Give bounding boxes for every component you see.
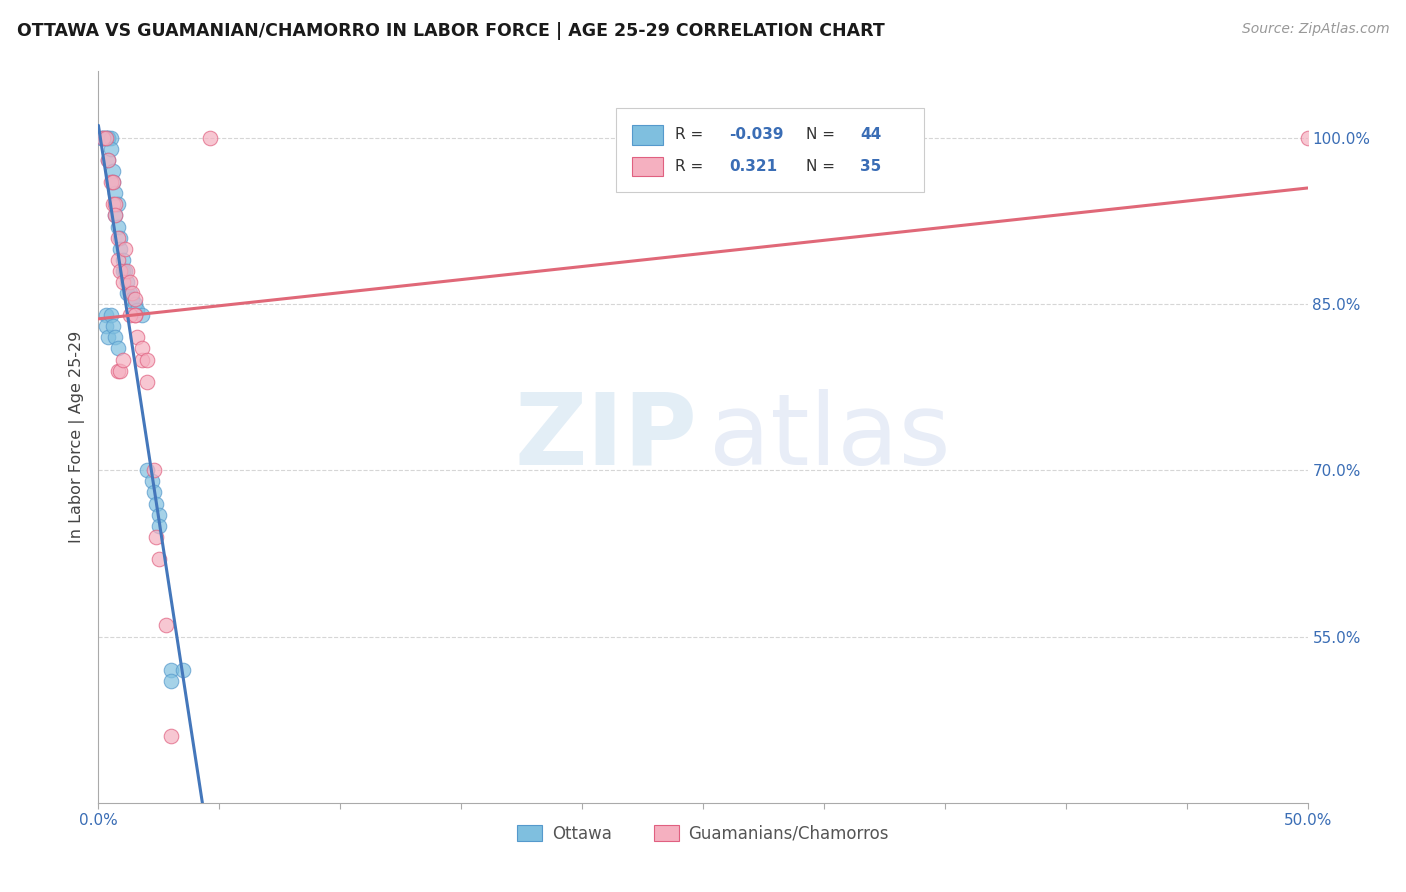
Point [104, 209, 127, 223]
Point [131, 308, 153, 322]
Point [117, 264, 139, 278]
Point [131, 352, 153, 367]
Point [135, 463, 157, 477]
Point [94, 131, 117, 145]
Point [97, 330, 120, 344]
Point [91, 131, 114, 145]
Point [148, 552, 170, 566]
Point [160, 729, 183, 743]
Point [104, 330, 127, 344]
Point [97, 131, 120, 145]
Point [148, 518, 170, 533]
Point [107, 363, 129, 377]
Point [127, 302, 149, 317]
Point [91, 131, 114, 145]
Text: N =: N = [806, 128, 839, 143]
Text: 35: 35 [860, 159, 882, 174]
Point [101, 175, 124, 189]
Point [155, 618, 177, 632]
FancyBboxPatch shape [616, 108, 924, 192]
Point [1296, 131, 1319, 145]
Point [100, 131, 122, 145]
Point [101, 197, 124, 211]
Point [124, 308, 146, 322]
Point [124, 308, 146, 322]
Point [108, 264, 131, 278]
Point [111, 352, 134, 367]
Point [107, 230, 129, 244]
Point [160, 663, 183, 677]
Text: N =: N = [806, 159, 839, 174]
Point [124, 292, 146, 306]
Text: ZIP: ZIP [515, 389, 697, 485]
Point [107, 252, 129, 267]
Point [143, 463, 166, 477]
Point [145, 497, 167, 511]
Text: R =: R = [675, 159, 713, 174]
Point [90, 131, 112, 145]
Y-axis label: In Labor Force | Age 25-29: In Labor Force | Age 25-29 [69, 331, 86, 543]
Text: -0.039: -0.039 [730, 128, 785, 143]
Point [121, 292, 143, 306]
Point [114, 264, 136, 278]
Text: 44: 44 [860, 128, 882, 143]
Point [135, 352, 157, 367]
Point [108, 363, 131, 377]
Point [100, 142, 122, 156]
Point [97, 153, 120, 167]
Point [114, 242, 136, 256]
Point [100, 175, 122, 189]
Text: atlas: atlas [709, 389, 950, 485]
Bar [631, 157, 664, 177]
Point [117, 275, 139, 289]
Point [107, 219, 129, 234]
Point [111, 275, 134, 289]
Point [100, 308, 122, 322]
Point [141, 475, 163, 489]
Point [91, 131, 114, 145]
Point [135, 375, 157, 389]
Point [94, 131, 117, 145]
Text: R =: R = [675, 128, 709, 143]
Point [160, 673, 183, 688]
Point [198, 131, 221, 145]
Point [148, 508, 170, 522]
Point [104, 209, 127, 223]
Point [108, 230, 131, 244]
Legend: Ottawa, Guamanians/Chamorros: Ottawa, Guamanians/Chamorros [510, 818, 896, 849]
Point [107, 197, 129, 211]
Point [97, 153, 120, 167]
Point [117, 285, 139, 300]
Point [111, 252, 134, 267]
Point [104, 186, 127, 201]
Text: OTTAWA VS GUAMANIAN/CHAMORRO IN LABOR FORCE | AGE 25-29 CORRELATION CHART: OTTAWA VS GUAMANIAN/CHAMORRO IN LABOR FO… [17, 22, 884, 40]
Point [172, 663, 194, 677]
Point [124, 297, 146, 311]
Point [97, 131, 120, 145]
Point [145, 530, 167, 544]
Text: 0.321: 0.321 [730, 159, 778, 174]
Point [118, 308, 141, 322]
Point [131, 342, 153, 356]
Point [121, 285, 143, 300]
Text: Source: ZipAtlas.com: Source: ZipAtlas.com [1241, 22, 1389, 37]
Point [107, 342, 129, 356]
Point [111, 264, 134, 278]
Point [101, 164, 124, 178]
Point [143, 485, 166, 500]
Point [101, 319, 124, 334]
Point [94, 131, 117, 145]
Point [94, 308, 117, 322]
Point [94, 319, 117, 334]
Point [118, 285, 141, 300]
Point [101, 175, 124, 189]
Point [127, 330, 149, 344]
Point [104, 197, 127, 211]
Point [108, 242, 131, 256]
Bar [631, 125, 664, 145]
Point [118, 275, 141, 289]
